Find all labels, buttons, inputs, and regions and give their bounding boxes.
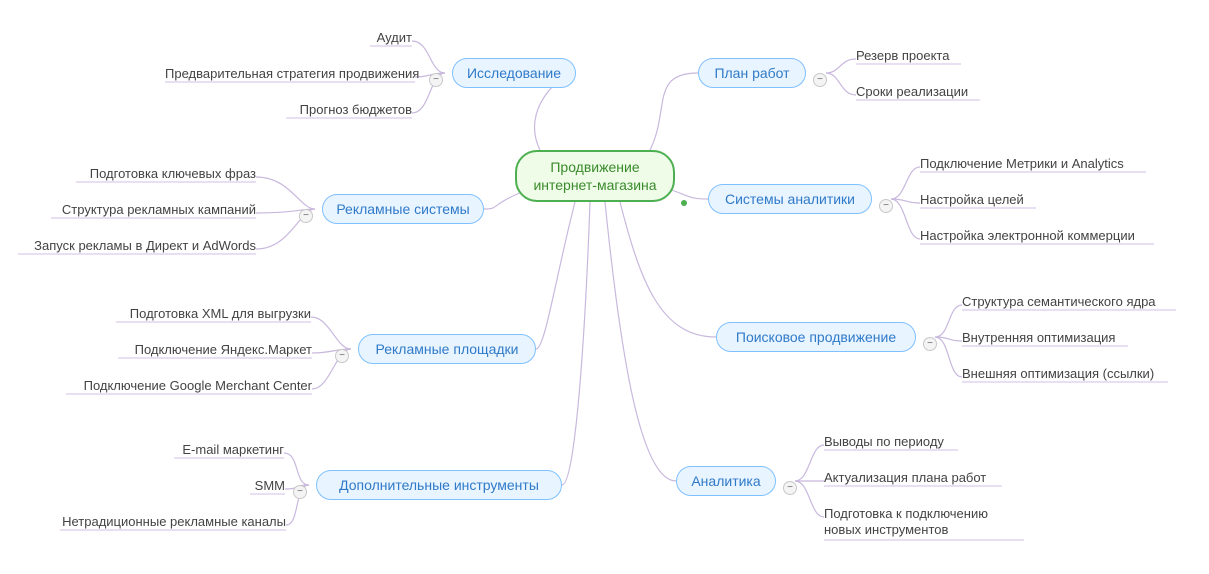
- branch-work-plan[interactable]: План работ: [698, 58, 806, 88]
- leaf-label: Подготовка XML для выгрузки: [130, 306, 311, 321]
- branch-analytics-systems[interactable]: Системы аналитики: [708, 184, 872, 214]
- leaf-label: Настройка электронной коммерции: [920, 228, 1135, 243]
- leaf-node[interactable]: Структура семантического ядра: [962, 294, 1176, 309]
- leaf-node[interactable]: Сроки реализации: [856, 84, 980, 99]
- leaf-label: Подключение Google Merchant Center: [84, 378, 312, 393]
- root-node[interactable]: Продвижениеинтернет-магазина: [515, 150, 675, 202]
- branch-ads-systems[interactable]: Рекламные системы: [322, 194, 484, 224]
- collapse-button-ads-systems[interactable]: [299, 209, 313, 223]
- branch-label: Дополнительные инструменты: [339, 477, 539, 493]
- branch-label: План работ: [714, 65, 789, 81]
- leaf-node[interactable]: Прогноз бюджетов: [286, 102, 412, 117]
- leaf-label: Подготовка к подключению новых инструмен…: [824, 506, 988, 537]
- branch-label: Рекламные площадки: [376, 341, 519, 357]
- branch-analytics[interactable]: Аналитика: [676, 466, 776, 496]
- leaf-node[interactable]: Настройка целей: [920, 192, 1036, 207]
- leaf-node[interactable]: E-mail маркетинг: [174, 442, 284, 457]
- leaf-label: Выводы по периоду: [824, 434, 944, 449]
- leaf-label: Подключение Метрики и Analytics: [920, 156, 1124, 171]
- root-label: Продвижениеинтернет-магазина: [533, 158, 656, 194]
- leaf-node[interactable]: Подключение Google Merchant Center: [66, 378, 312, 393]
- leaf-node[interactable]: Резерв проекта: [856, 48, 961, 63]
- leaf-label: Подготовка ключевых фраз: [90, 166, 256, 181]
- leaf-label: Сроки реализации: [856, 84, 968, 99]
- leaf-node[interactable]: Предварительная стратегия продвижения: [165, 66, 415, 81]
- leaf-node[interactable]: Внутренняя оптимизация: [962, 330, 1128, 345]
- leaf-label: Актуализация плана работ: [824, 470, 986, 485]
- leaf-label: Внешняя оптимизация (ссылки): [962, 366, 1154, 381]
- leaf-node[interactable]: Структура рекламных кампаний: [51, 202, 256, 217]
- leaf-label: Аудит: [377, 30, 412, 45]
- branch-label: Исследование: [467, 65, 561, 81]
- branch-seo[interactable]: Поисковое продвижение: [716, 322, 916, 352]
- leaf-node[interactable]: Настройка электронной коммерции: [920, 228, 1154, 243]
- branch-label: Системы аналитики: [725, 191, 855, 207]
- leaf-label: SMM: [255, 478, 285, 493]
- leaf-label: Нетрадиционные рекламные каналы: [62, 514, 286, 529]
- collapse-button-research[interactable]: [429, 73, 443, 87]
- leaf-node[interactable]: Выводы по периоду: [824, 434, 958, 449]
- leaf-label: E-mail маркетинг: [182, 442, 284, 457]
- branch-label: Рекламные системы: [336, 201, 469, 217]
- collapse-button-analytics[interactable]: [783, 481, 797, 495]
- collapse-button-ad-platforms[interactable]: [335, 349, 349, 363]
- leaf-node[interactable]: Подключение Метрики и Analytics: [920, 156, 1146, 171]
- leaf-label: Прогноз бюджетов: [300, 102, 412, 117]
- leaf-label: Резерв проекта: [856, 48, 949, 63]
- collapse-button-extra-tools[interactable]: [293, 485, 307, 499]
- leaf-node[interactable]: Внешняя оптимизация (ссылки): [962, 366, 1168, 381]
- leaf-node[interactable]: Запуск рекламы в Директ и AdWords: [18, 238, 256, 253]
- leaf-label: Подключение Яндекс.Маркет: [135, 342, 312, 357]
- leaf-label: Настройка целей: [920, 192, 1024, 207]
- leaf-label: Запуск рекламы в Директ и AdWords: [34, 238, 256, 253]
- leaf-label: Структура семантического ядра: [962, 294, 1156, 309]
- branch-extra-tools[interactable]: Дополнительные инструменты: [316, 470, 562, 500]
- collapse-button-analytics-systems[interactable]: [879, 199, 893, 213]
- collapse-button-work-plan[interactable]: [813, 73, 827, 87]
- root-dot: [681, 200, 687, 206]
- branch-label: Аналитика: [691, 473, 760, 489]
- connector-layer: [0, 0, 1209, 574]
- branch-label: Поисковое продвижение: [736, 329, 896, 345]
- leaf-label: Внутренняя оптимизация: [962, 330, 1115, 345]
- collapse-button-seo[interactable]: [923, 337, 937, 351]
- leaf-node[interactable]: Аудит: [370, 30, 412, 45]
- leaf-node[interactable]: Нетрадиционные рекламные каналы: [60, 514, 286, 529]
- leaf-node[interactable]: Подготовка ключевых фраз: [76, 166, 256, 181]
- leaf-node[interactable]: Подготовка к подключению новых инструмен…: [824, 506, 1024, 539]
- leaf-node[interactable]: SMM: [250, 478, 285, 493]
- branch-research[interactable]: Исследование: [452, 58, 576, 88]
- leaf-label: Предварительная стратегия продвижения: [165, 66, 419, 81]
- leaf-node[interactable]: Подготовка XML для выгрузки: [116, 306, 311, 321]
- leaf-node[interactable]: Подключение Яндекс.Маркет: [118, 342, 312, 357]
- leaf-node[interactable]: Актуализация плана работ: [824, 470, 1002, 485]
- branch-ad-platforms[interactable]: Рекламные площадки: [358, 334, 536, 364]
- leaf-label: Структура рекламных кампаний: [62, 202, 256, 217]
